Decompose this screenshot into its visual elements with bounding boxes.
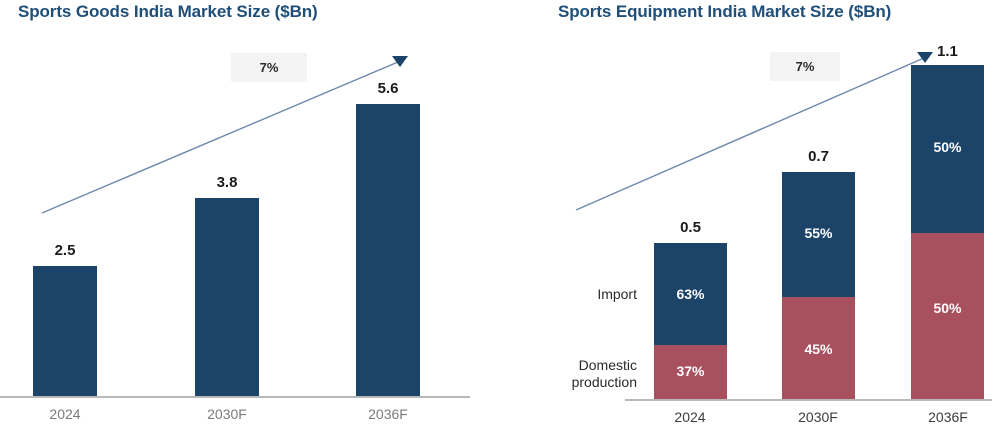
stack-label-domestic-2036f: 50% (933, 300, 962, 316)
stack-label-import-2036f: 50% (933, 139, 962, 155)
legend-label-import: Import (597, 286, 637, 302)
bar-value-2030f: 3.8 (216, 174, 238, 191)
stack-segment-import-2024[interactable] (654, 243, 727, 345)
stack-total-2024: 0.5 (680, 219, 701, 236)
bar-2036f[interactable] (356, 104, 420, 397)
stack-total-2030f: 0.7 (808, 148, 829, 165)
x-tick-2030f: 2030F (207, 406, 247, 422)
x-tick-2024: 2024 (49, 406, 81, 422)
stack-segment-import-2030f[interactable] (782, 172, 855, 297)
legend-label-domestic-line1: Domestic (578, 357, 637, 373)
bar-value-2036f: 5.6 (377, 80, 399, 97)
x-tick-right-2024: 2024 (674, 409, 706, 425)
stack-label-domestic-2030f: 45% (804, 341, 833, 357)
bar-2030f[interactable] (195, 198, 259, 397)
page-title-sports-goods: Sports Goods India Market Size ($Bn) (18, 2, 318, 21)
cagr-badge-left: 7% (231, 53, 307, 82)
chart-panel-sports-goods: Sports Goods India Market Size ($Bn) 7% … (0, 2, 470, 422)
stack-total-2036f: 1.1 (937, 43, 958, 60)
bar-value-2024: 2.5 (54, 242, 76, 259)
plot-area-sports-equipment: 7% Import Domestic production 63% 37% 0.… (496, 0, 992, 432)
x-axis-line-right (625, 399, 992, 401)
chart-panel-sports-equipment: Sports Equipment India Market Size ($Bn)… (496, 0, 992, 432)
stack-segment-domestic-2036f[interactable] (911, 233, 984, 400)
stack-label-import-2024: 63% (676, 286, 705, 302)
stack-segment-domestic-2024[interactable] (654, 345, 727, 400)
plot-area-sports-goods: 7% 2.5 3.8 5.6 2024 2030F 2036F (0, 53, 470, 422)
stack-label-import-2030f: 55% (804, 225, 833, 241)
legend-label-domestic-line2: production (571, 374, 637, 390)
x-axis-line-left (0, 396, 470, 398)
stack-label-domestic-2024: 37% (676, 363, 705, 379)
cagr-badge-right: 7% (770, 52, 840, 81)
stack-segment-domestic-2030f[interactable] (782, 297, 855, 400)
cagr-value-left: 7% (259, 60, 279, 75)
page-title-sports-equipment: Sports Equipment India Market Size ($Bn) (558, 2, 892, 21)
cagr-value-right: 7% (795, 59, 815, 74)
legend-label-domestic-production: Domestic production (517, 357, 637, 391)
x-tick-2036f: 2036F (368, 406, 408, 422)
stack-segment-import-2036f[interactable] (911, 65, 984, 233)
bar-2024[interactable] (33, 266, 97, 397)
x-tick-right-2030f: 2030F (798, 409, 838, 425)
x-tick-right-2036f: 2036F (928, 409, 968, 425)
